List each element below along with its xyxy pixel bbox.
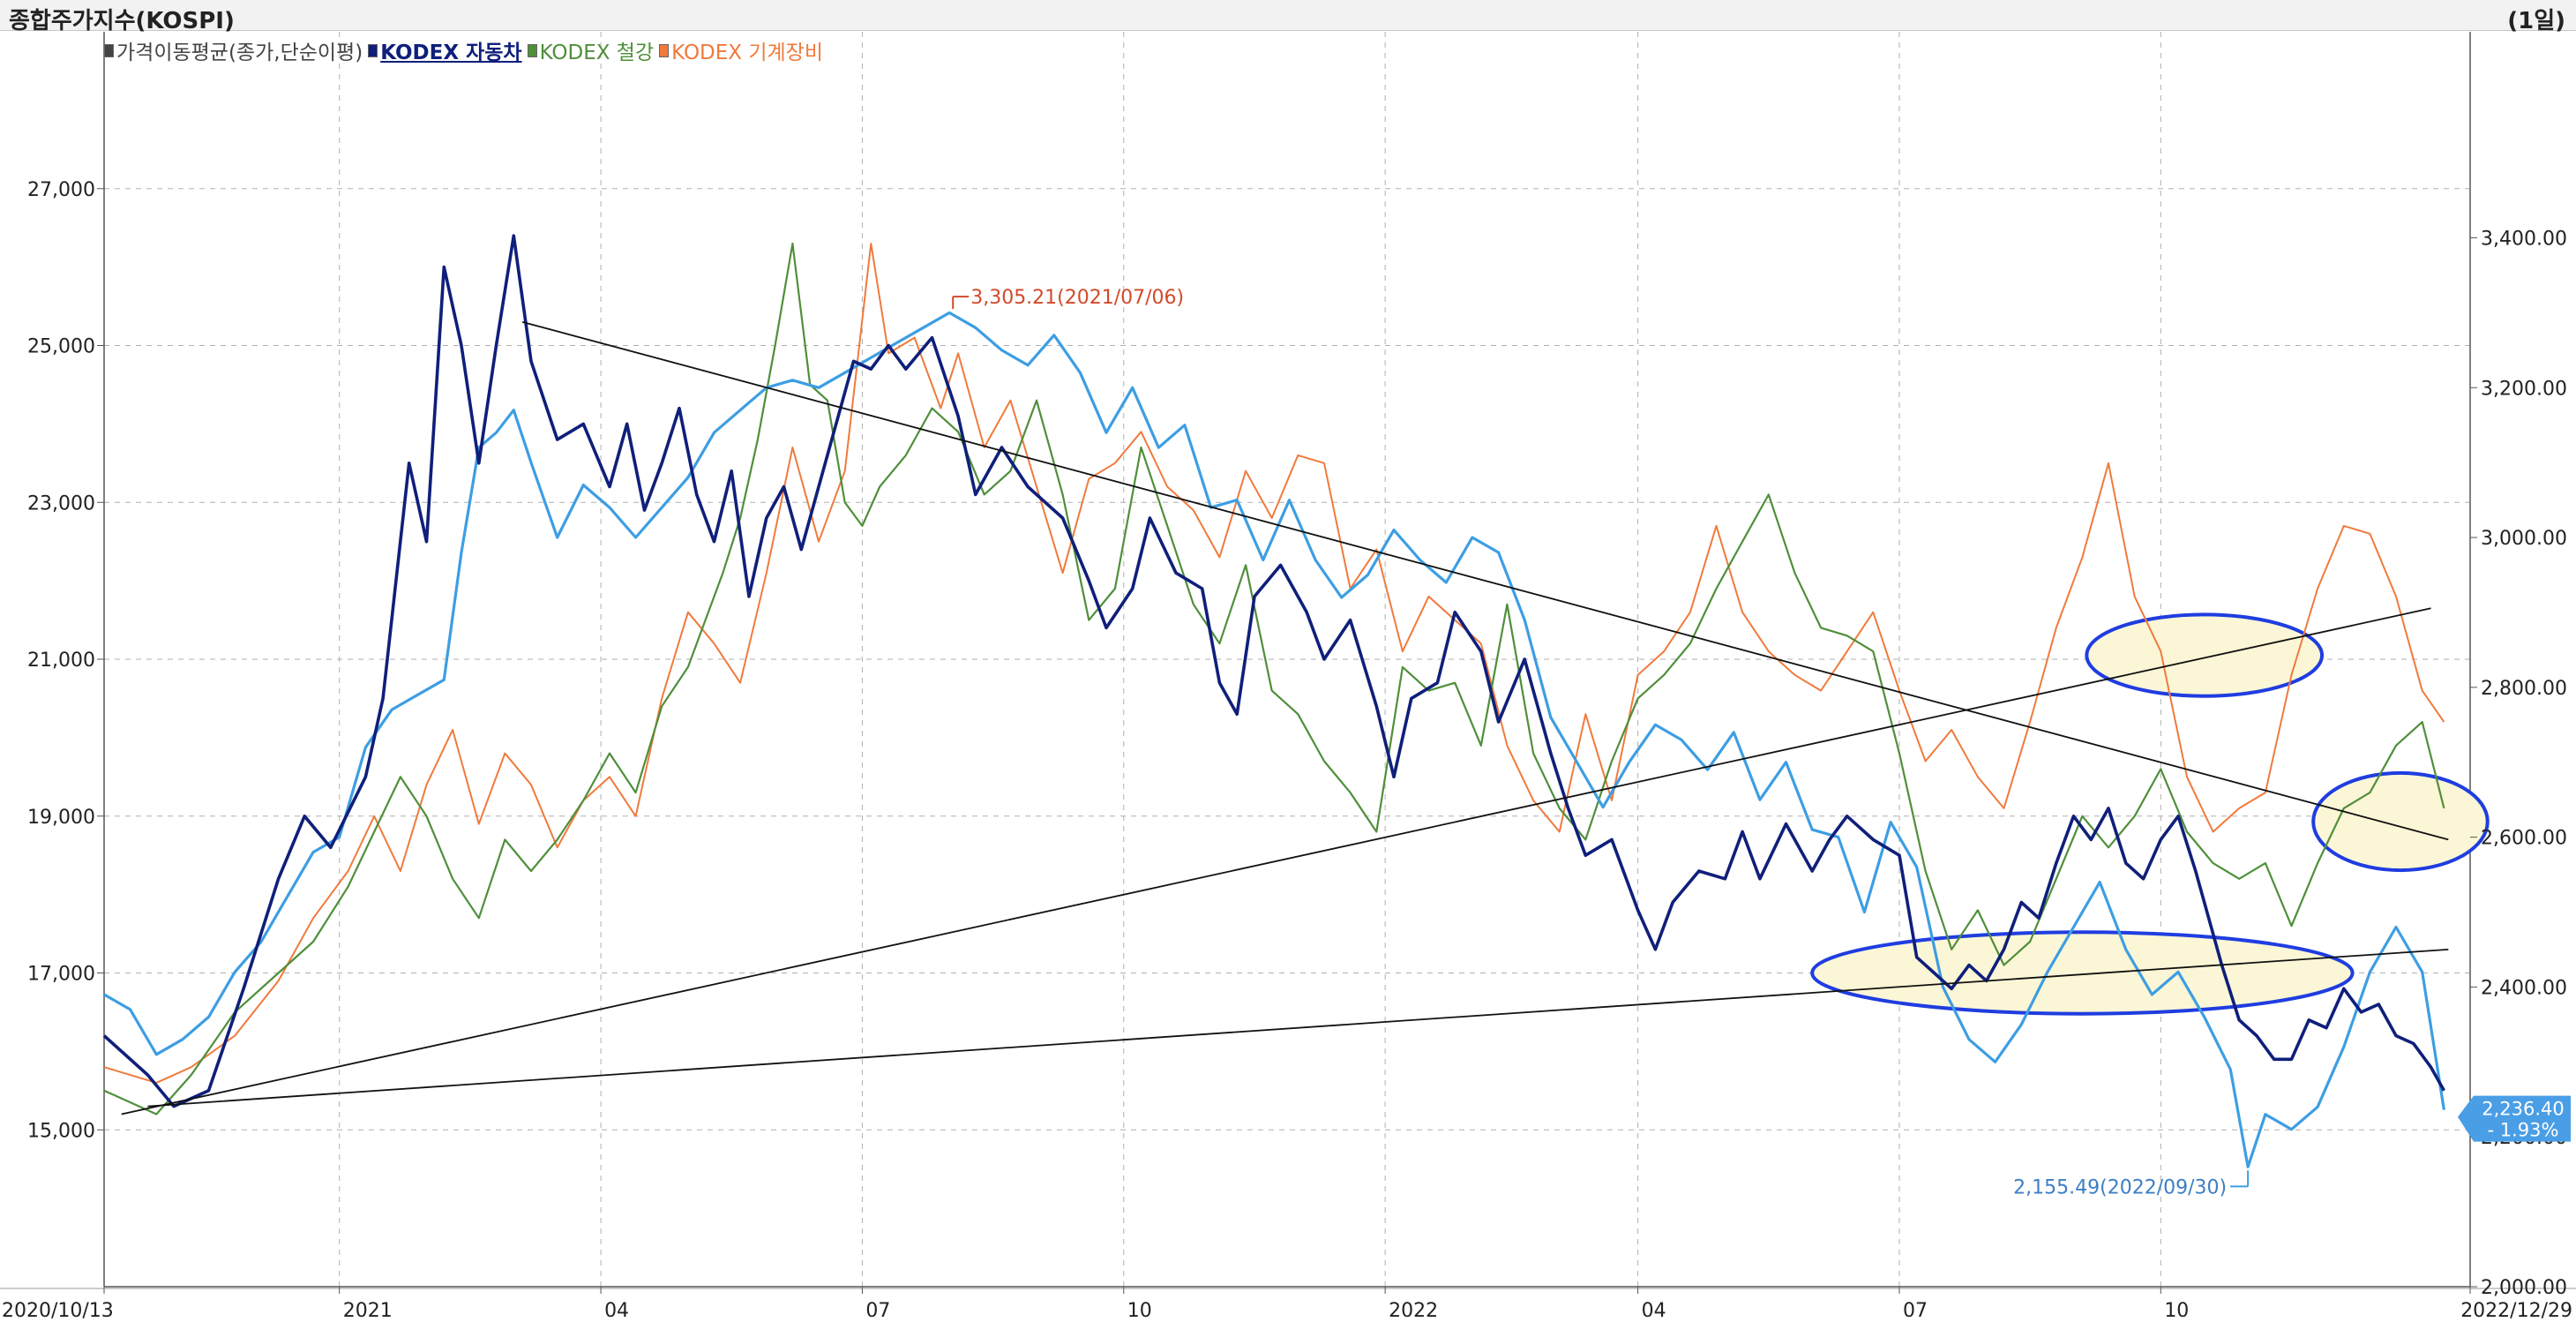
highlight-ellipse-2 (2311, 770, 2490, 873)
right-tick-label: 2,800.00 (2481, 678, 2567, 700)
legend-label: 가격이동평균(종가,단순이평) (116, 41, 363, 64)
left-tick-label: 15,000 (27, 1120, 95, 1142)
x-tick-label: 04 (604, 1300, 629, 1322)
right-tick-label: 2,600.00 (2481, 828, 2567, 850)
trend-lines (121, 320, 2449, 1115)
series-lines (102, 234, 2445, 1168)
x-tick-label: 07 (1903, 1300, 1928, 1322)
legend-label: KODEX 자동차 (380, 41, 522, 64)
legend-swatch (368, 43, 378, 57)
series-line-KODEX-기계장비 (103, 243, 2445, 1084)
legend-swatch (104, 43, 114, 57)
last-price-change: - 1.93% (2488, 1120, 2559, 1141)
left-tick-label: 17,000 (27, 964, 95, 986)
right-tick-label: 3,400.00 (2481, 228, 2567, 250)
right-tick-label: 2,000.00 (2481, 1277, 2567, 1299)
x-tick-label: 2021 (343, 1300, 393, 1322)
x-tick-label: 04 (1642, 1300, 1666, 1322)
chart-title: 종합주가지수(KOSPI) (9, 8, 235, 34)
period-indicator[interactable]: (1일) (2507, 8, 2565, 34)
legend-item[interactable]: KODEX 기계장비 (659, 35, 823, 65)
series-line-KODEX-철강 (103, 242, 2445, 1115)
trend-line-1 (521, 320, 2449, 841)
legend-label: KODEX 기계장비 (671, 41, 824, 64)
highlight-ellipse-1 (2085, 612, 2325, 698)
annotations: 3,305.21(2021/07/06) 2,155.49(2022/09/30)… (952, 287, 2571, 1198)
left-tick-label: 23,000 (27, 492, 95, 515)
title-bar: 종합주가지수(KOSPI) (1일) (0, 0, 2576, 34)
plot-frame (0, 32, 2576, 1289)
x-tick-label: 2020/10/13 (2, 1300, 114, 1322)
x-tick-label: 10 (1127, 1300, 1152, 1322)
series-line-KODEX-자동차 (102, 234, 2445, 1108)
left-tick-label: 19,000 (27, 807, 95, 829)
high-label: 3,305.21(2021/07/06) (970, 287, 1184, 309)
trend-line-3 (147, 948, 2449, 1108)
left-tick-label: 27,000 (27, 179, 95, 201)
highlight-ellipse-3 (1810, 930, 2355, 1016)
last-price-tag (2458, 1095, 2571, 1142)
legend-swatch (527, 43, 537, 57)
left-tick-label: 25,000 (27, 336, 95, 358)
right-tick-label: 3,000.00 (2481, 528, 2567, 550)
left-tick-label: 21,000 (27, 650, 95, 672)
series-line-KOSPI (103, 311, 2445, 1168)
trend-line-2 (121, 607, 2431, 1115)
legend-item[interactable]: KODEX 자동차 (368, 35, 522, 65)
x-tick-label: 07 (865, 1300, 890, 1322)
x-tick-label: 2022/12/29 (2460, 1300, 2572, 1322)
x-tick-label: 10 (2164, 1300, 2189, 1322)
legend-label: KODEX 철강 (539, 41, 655, 64)
legend: 가격이동평균(종가,단순이평) KODEX 자동차 KODEX 철강 KODEX 기계… (104, 35, 823, 65)
axis-labels: 2020/10/13 2021 04 07 10 2022 04 07 10 2022/12/29… (2, 179, 2572, 1322)
x-tick-label: 2022 (1389, 1300, 1438, 1322)
legend-item[interactable]: KODEX 철강 (527, 35, 655, 65)
last-price-value: 2,236.40 (2482, 1099, 2565, 1120)
legend-swatch (659, 43, 670, 57)
low-label: 2,155.49(2022/09/30) (2013, 1176, 2227, 1198)
right-tick-label: 2,400.00 (2481, 977, 2567, 999)
right-tick-label: 3,200.00 (2481, 378, 2567, 400)
legend-item[interactable]: 가격이동평균(종가,단순이평) (104, 35, 363, 65)
